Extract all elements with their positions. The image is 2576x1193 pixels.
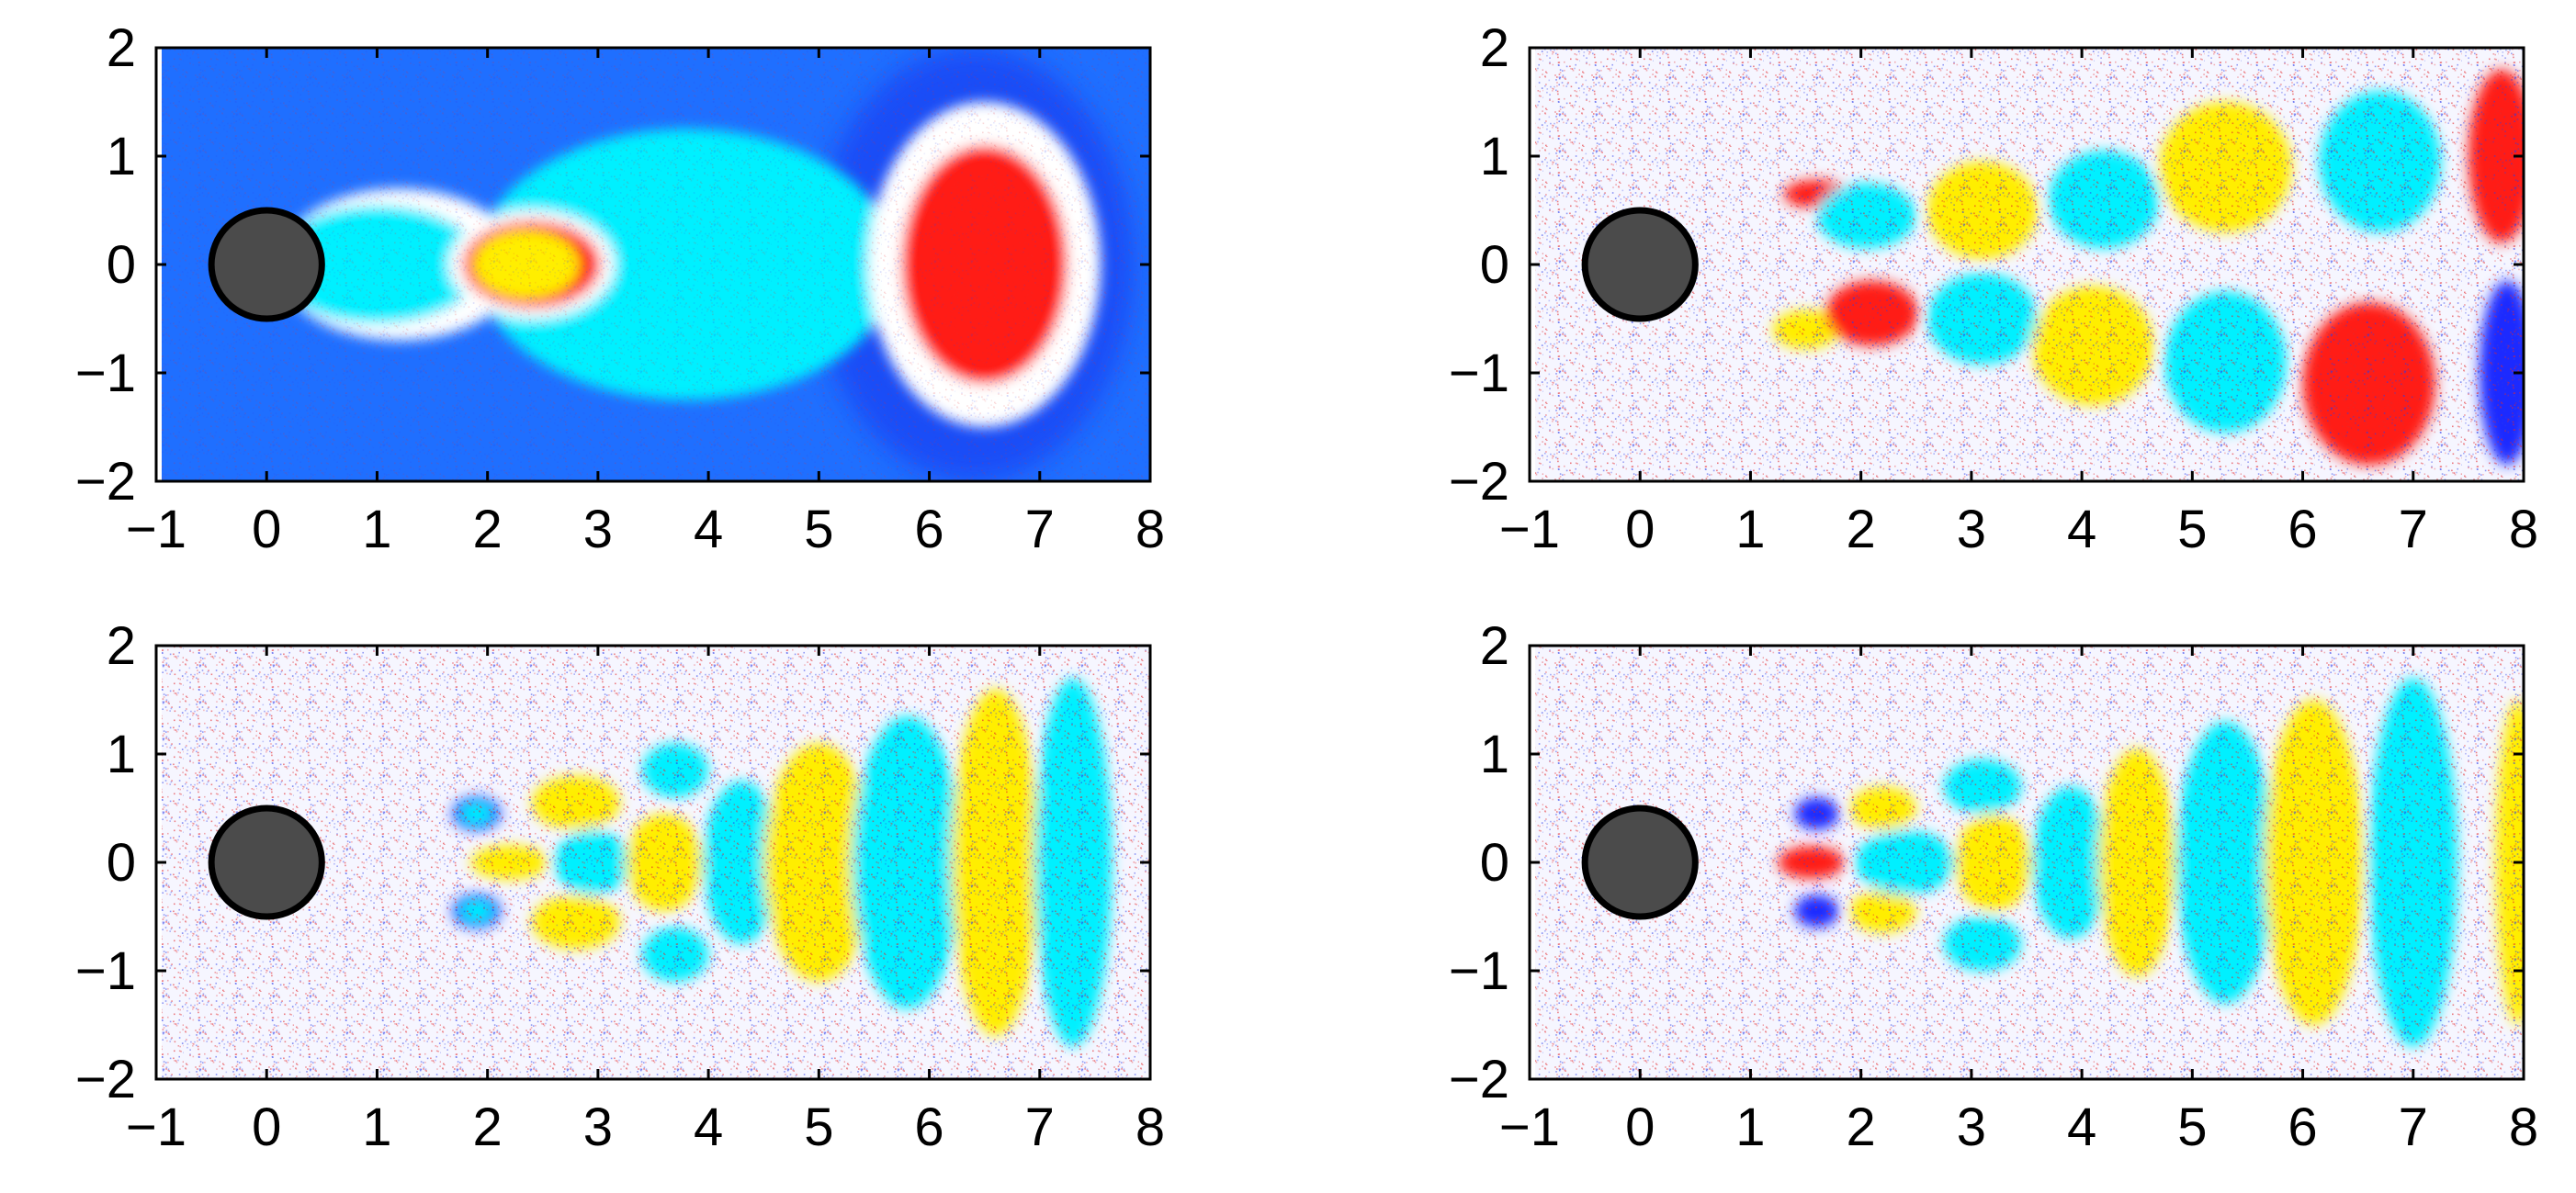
x-tick-label: 2 (473, 500, 503, 559)
x-tick-label: 4 (694, 1097, 723, 1157)
x-tick-label: 6 (914, 1097, 943, 1157)
cylinder (1581, 207, 1699, 322)
x-tick-label: 8 (2509, 1097, 2538, 1157)
x-tick-label: 4 (2067, 500, 2096, 559)
cylinder (1581, 805, 1699, 920)
y-tick-label: −1 (75, 343, 136, 403)
x-tick-label: 0 (252, 1097, 281, 1157)
noise-overlay (162, 646, 1150, 1079)
x-tick-label: 5 (2177, 500, 2207, 559)
y-tick-label: 0 (107, 833, 136, 893)
y-tick-label: −2 (75, 452, 136, 512)
y-tick-label: 2 (1480, 18, 1509, 78)
noise-overlay (1535, 48, 2524, 481)
x-tick-label: 0 (1625, 1097, 1655, 1157)
x-tick-label: 1 (1735, 1097, 1765, 1157)
y-tick-label: −1 (1449, 941, 1509, 1001)
y-tick-label: 0 (1480, 235, 1509, 295)
noise-overlay (1535, 646, 2524, 1079)
y-tick-label: 1 (1480, 127, 1509, 186)
x-tick-label: 4 (694, 500, 723, 559)
field-top-left (162, 48, 1150, 481)
y-tick-label: −2 (1449, 1050, 1509, 1109)
x-tick-label: 3 (1957, 500, 1986, 559)
y-tick-label: 2 (1480, 616, 1509, 676)
field-top-right (1535, 48, 2524, 481)
cylinder (208, 805, 325, 920)
x-tick-label: 7 (2399, 1097, 2428, 1157)
x-tick-label: 1 (362, 500, 391, 559)
x-tick-label: 5 (804, 500, 833, 559)
x-tick-label: −1 (1499, 500, 1560, 559)
field-bottom-right (1535, 646, 2524, 1079)
x-tick-label: 7 (1025, 1097, 1055, 1157)
x-tick-label: 6 (2288, 500, 2317, 559)
x-tick-label: 3 (583, 500, 613, 559)
y-tick-label: 1 (107, 725, 136, 784)
y-tick-label: 0 (107, 235, 136, 295)
x-tick-label: 4 (2067, 1097, 2096, 1157)
y-tick-label: 0 (1480, 833, 1509, 893)
x-tick-label: 6 (2288, 1097, 2317, 1157)
y-tick-label: −2 (75, 1050, 136, 1109)
x-tick-label: 1 (1735, 500, 1765, 559)
y-tick-label: −1 (75, 941, 136, 1001)
y-tick-label: 2 (107, 616, 136, 676)
x-tick-label: 8 (1135, 500, 1165, 559)
y-tick-label: −1 (1449, 343, 1509, 403)
x-tick-label: 0 (252, 500, 281, 559)
noise-overlay (162, 48, 1150, 481)
x-tick-label: 3 (1957, 1097, 1986, 1157)
x-tick-label: −1 (126, 500, 186, 559)
x-tick-label: 7 (1025, 500, 1055, 559)
y-tick-label: 2 (107, 18, 136, 78)
field-bottom-left (162, 646, 1150, 1079)
x-tick-label: 8 (2509, 500, 2538, 559)
x-tick-label: 2 (473, 1097, 503, 1157)
x-tick-label: 3 (583, 1097, 613, 1157)
x-tick-label: 5 (2177, 1097, 2207, 1157)
x-tick-label: 1 (362, 1097, 391, 1157)
cylinder (208, 207, 325, 322)
x-tick-label: 7 (2399, 500, 2428, 559)
x-tick-label: −1 (1499, 1097, 1560, 1157)
x-tick-label: −1 (126, 1097, 186, 1157)
x-tick-label: 5 (804, 1097, 833, 1157)
x-tick-label: 6 (914, 500, 943, 559)
x-tick-label: 2 (1847, 500, 1876, 559)
y-tick-label: 1 (1480, 725, 1509, 784)
y-tick-label: −2 (1449, 452, 1509, 512)
x-tick-label: 0 (1625, 500, 1655, 559)
x-tick-label: 2 (1847, 1097, 1876, 1157)
y-tick-label: 1 (107, 127, 136, 186)
x-tick-label: 8 (1135, 1097, 1165, 1157)
